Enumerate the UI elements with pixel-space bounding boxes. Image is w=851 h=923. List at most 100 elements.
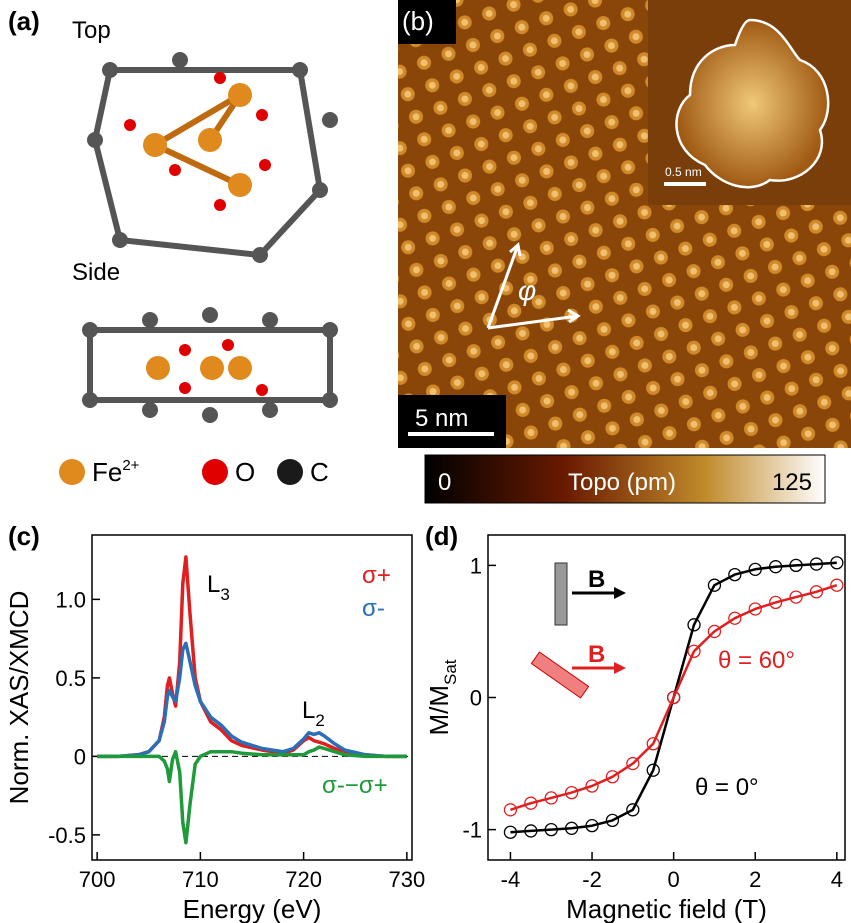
series-label: θ = 60° <box>718 647 795 674</box>
data-point <box>524 796 538 810</box>
annotation: B <box>588 566 605 593</box>
data-point <box>585 779 599 793</box>
y-tick-label: -1 <box>462 818 482 843</box>
y-tick-label: 0.5 <box>55 666 86 691</box>
data-point <box>503 803 518 817</box>
x-tick-label: 730 <box>388 867 425 892</box>
colorbar-min: 0 <box>438 469 451 496</box>
series-line <box>97 641 407 759</box>
series-line <box>510 584 838 811</box>
annotation-text: B <box>588 641 605 668</box>
x-tick-label: 700 <box>79 867 116 892</box>
series-line <box>97 745 407 845</box>
x-tick-label: 720 <box>285 867 322 892</box>
annotation-text: B <box>588 566 605 593</box>
series-label: σ-−σ+ <box>322 772 388 799</box>
y-axis-label-main: M/M <box>424 685 454 736</box>
panel-label: (d) <box>425 521 458 551</box>
series-line <box>97 555 407 759</box>
x-axis-label: Magnetic field (T) <box>566 894 767 923</box>
data-point <box>768 595 783 610</box>
y-axis-label-main: Norm. XAS/XMCD <box>4 591 34 805</box>
annotation-sub: 3 <box>220 585 229 604</box>
data-point <box>626 803 640 817</box>
annotation-text: L <box>207 571 220 598</box>
atom-legend: Fe2+ O C <box>59 457 329 487</box>
legend-text: C <box>310 457 329 487</box>
sample-icon <box>554 562 568 626</box>
legend-name: O <box>235 457 255 487</box>
data-point <box>666 690 681 705</box>
y-tick-label: 1 <box>470 553 482 578</box>
legend-text: Fe2+ <box>92 457 140 487</box>
legend-name: Fe <box>92 457 122 487</box>
data-point <box>707 624 722 639</box>
data-point <box>707 578 722 592</box>
arrow-head <box>614 662 626 674</box>
y-axis-label: M/MSat <box>424 659 460 735</box>
x-tick-label: 2 <box>749 867 761 892</box>
sample-icon <box>530 651 590 699</box>
plot-frame <box>91 534 413 861</box>
data-point <box>646 763 660 777</box>
data-point <box>544 791 558 805</box>
data-point <box>728 611 742 625</box>
molecule-top <box>92 67 323 258</box>
legend-dot <box>202 459 228 485</box>
data-point <box>748 602 762 616</box>
y-tick-label: 0 <box>74 744 86 769</box>
view-label: Top <box>72 17 111 44</box>
legend-dot <box>277 459 303 485</box>
y-tick-label: 1.0 <box>55 587 86 612</box>
data-point <box>605 813 620 828</box>
series-label: σ+ <box>362 562 391 589</box>
data-point <box>687 618 701 632</box>
angle-arrows <box>486 242 581 330</box>
data-point <box>809 585 824 599</box>
panel-label: (c) <box>8 521 40 551</box>
annotation-text: L <box>302 697 315 724</box>
x-tick-label: -2 <box>582 867 602 892</box>
annotation: L2 <box>302 697 325 730</box>
legend-dot <box>59 459 85 485</box>
atoms-top <box>87 52 338 263</box>
data-point <box>564 785 579 800</box>
data-point <box>646 737 660 751</box>
data-point <box>605 770 620 784</box>
legend-text: O <box>235 457 255 487</box>
data-point <box>789 590 803 604</box>
atoms-side <box>82 307 338 423</box>
molecule-side <box>87 327 333 403</box>
x-tick-label: 710 <box>182 867 219 892</box>
series-label: σ- <box>362 595 385 622</box>
y-tick-label: -0.5 <box>48 823 86 848</box>
y-axis-label-sub: Sat <box>441 659 460 685</box>
data-point <box>687 644 701 658</box>
angle-label: φ <box>518 275 536 306</box>
data-point <box>830 578 844 592</box>
scale-bg <box>398 395 506 448</box>
inset-scale-label: 0.5 nm <box>665 165 702 179</box>
colorbar-label: Topo (pm) <box>568 469 676 496</box>
panel-label: (b) <box>402 6 434 36</box>
arrow-head <box>614 587 626 599</box>
panel-label: (a) <box>8 6 40 36</box>
annotation-sub: 2 <box>315 711 324 730</box>
data-point <box>728 567 742 582</box>
x-axis-label: Energy (eV) <box>183 894 322 923</box>
data-point <box>626 756 640 771</box>
y-axis-label: Norm. XAS/XMCD <box>4 591 34 805</box>
view-label: Side <box>72 259 120 286</box>
scale-label: 5 nm <box>415 405 468 432</box>
x-tick-label: 0 <box>668 867 680 892</box>
legend-name: C <box>310 457 329 487</box>
y-tick-label: 0 <box>470 686 482 711</box>
plot-frame <box>487 534 846 861</box>
colorbar-max: 125 <box>772 469 812 496</box>
x-tick-label: -4 <box>501 867 521 892</box>
annotation: B <box>588 641 605 668</box>
x-tick-label: 4 <box>831 867 843 892</box>
annotation: L3 <box>207 571 230 604</box>
panel-label-bg <box>398 0 456 44</box>
